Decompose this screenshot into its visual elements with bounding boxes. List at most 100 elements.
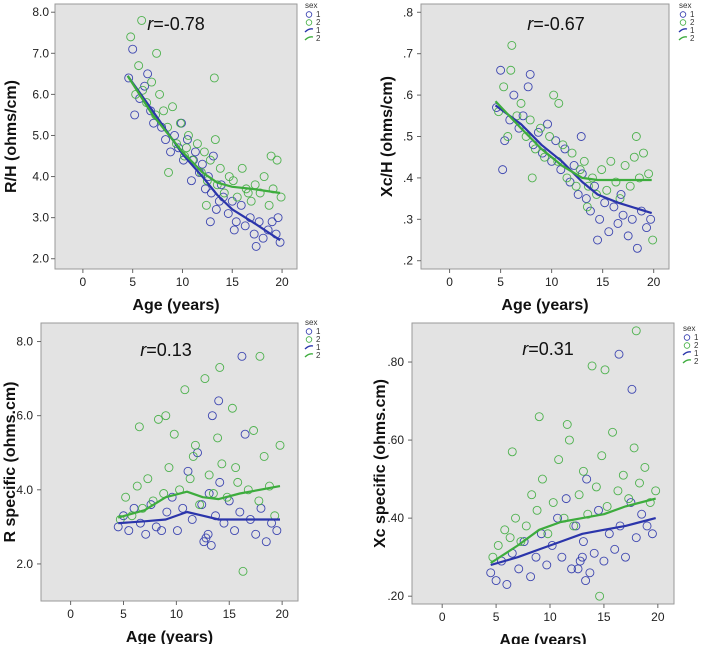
x-tick-label: 0 — [67, 607, 74, 621]
data-point-sex-2 — [503, 132, 513, 141]
data-point-sex-2 — [620, 161, 630, 170]
data-point-sex-2 — [648, 235, 658, 245]
legend-title: sex — [679, 1, 691, 10]
legend-label: 2 — [690, 34, 695, 43]
y-tick-label: .7 — [403, 47, 413, 61]
y-tick-label: .40 — [387, 511, 404, 525]
data-point-sex-2 — [254, 496, 264, 506]
chart-panel-2: 0 5 10 15 20 .2 .3 .4 .5 .6 .7 .8 Age (years) Xc/H (o… — [379, 1, 695, 314]
legend-marker-circle — [305, 11, 313, 18]
data-point-sex-1 — [491, 576, 501, 586]
data-point-sex-1 — [178, 503, 188, 513]
data-point-sex-2 — [143, 474, 153, 484]
data-point-sex-2 — [238, 566, 248, 576]
data-point-sex-1 — [589, 548, 599, 558]
y-tick-label: 8.0 — [16, 335, 33, 349]
data-point-sex-1 — [161, 135, 170, 145]
x-tick-label: 20 — [275, 607, 289, 621]
data-point-sex-1 — [518, 111, 528, 121]
data-point-sex-2 — [205, 155, 215, 165]
fit-line-sex-1 — [118, 510, 280, 525]
x-tick-label: 15 — [596, 275, 610, 289]
data-point-sex-1 — [206, 540, 216, 550]
data-point-sex-2 — [233, 477, 243, 487]
data-point-sex-1 — [140, 81, 150, 91]
legend-label: 2 — [694, 357, 699, 366]
legend-marker-line — [682, 359, 692, 364]
legend-label: 1 — [690, 10, 695, 19]
data-point-sex-2 — [243, 485, 253, 495]
data-point-sex-2 — [534, 412, 544, 422]
data-point-sex-2 — [275, 440, 285, 450]
data-point-sex-2 — [602, 185, 612, 195]
data-point-sex-2 — [634, 173, 644, 183]
data-point-sex-1 — [197, 500, 207, 510]
data-point-sex-2 — [611, 177, 621, 187]
x-tick-label: 20 — [647, 275, 661, 289]
legend-label: 1 — [316, 327, 321, 336]
data-point-sex-2 — [507, 447, 517, 457]
data-point-sex-1 — [141, 529, 151, 539]
legend-marker-circle — [305, 336, 313, 343]
data-point-sex-2 — [543, 529, 553, 539]
data-point-sex-2 — [134, 61, 144, 71]
data-point-sex-2 — [549, 90, 559, 100]
chart-panel-1: 0 5 10 15 20 2.0 3.0 4.0 5.0 6.0 7.0 8.0 Age (years)… — [3, 1, 321, 314]
data-point-sex-2 — [532, 505, 542, 515]
data-point-sex-1 — [258, 233, 268, 243]
data-point-sex-2 — [530, 144, 540, 154]
data-point-sex-1 — [203, 172, 213, 182]
data-point-sex-2 — [527, 490, 537, 500]
x-tick-label: 10 — [170, 607, 184, 621]
data-point-sex-2 — [147, 77, 157, 87]
data-point-sex-1 — [614, 349, 624, 359]
data-point-sex-2 — [164, 463, 174, 473]
data-point-sex-1 — [275, 237, 285, 247]
y-axis-title: Xc/H (ohms/cm) — [379, 76, 396, 197]
data-point-sex-1 — [573, 564, 583, 574]
data-point-sex-2 — [525, 115, 535, 125]
data-point-sex-2 — [199, 147, 209, 157]
data-point-sex-1 — [249, 229, 259, 239]
x-tick-label: 15 — [223, 607, 237, 621]
y-tick-label: 6.0 — [16, 409, 33, 423]
x-tick-label: 10 — [545, 275, 559, 289]
y-tick-label: .6 — [403, 88, 413, 102]
correlation-value: =-0.78 — [153, 14, 205, 34]
data-point-sex-1 — [223, 209, 233, 218]
y-tick-label: .20 — [387, 589, 404, 603]
data-point-sex-2 — [507, 40, 517, 50]
data-point-sex-2 — [237, 163, 247, 173]
data-point-sex-1 — [627, 214, 637, 224]
x-axis-title: Age (years) — [126, 629, 213, 644]
data-point-sex-2 — [640, 462, 650, 472]
data-point-sex-2 — [231, 463, 241, 473]
legend-label: 1 — [690, 26, 695, 35]
data-point-sex-2 — [606, 156, 616, 166]
data-point-sex-2 — [137, 15, 147, 25]
data-point-sex-1 — [235, 507, 245, 517]
correlation-label: r=-0.78 — [147, 14, 205, 34]
data-point-sex-1 — [567, 564, 577, 574]
data-point-sex-1 — [498, 165, 508, 175]
data-point-sex-1 — [569, 161, 579, 170]
data-point-sex-2 — [126, 32, 136, 42]
data-point-sex-1 — [571, 521, 581, 531]
data-point-sex-1 — [130, 110, 140, 120]
fit-line-sex-2 — [490, 497, 656, 564]
data-point-sex-1 — [172, 526, 182, 536]
legend-label: 1 — [316, 343, 321, 352]
legend-marker-circle — [305, 328, 313, 335]
data-point-sex-1 — [251, 241, 261, 251]
data-point-sex-2 — [613, 486, 623, 496]
data-point-sex-1 — [526, 572, 536, 582]
legend-marker-line — [304, 28, 314, 33]
data-point-sex-1 — [578, 537, 588, 547]
data-point-sex-2 — [564, 435, 574, 445]
data-point-sex-1 — [187, 515, 197, 524]
data-point-sex-2 — [629, 152, 639, 162]
y-tick-label: 5.0 — [32, 128, 49, 142]
data-point-sex-1 — [610, 544, 620, 554]
correlation-label: r=0.13 — [140, 340, 192, 360]
legend-marker-circle — [683, 342, 691, 349]
